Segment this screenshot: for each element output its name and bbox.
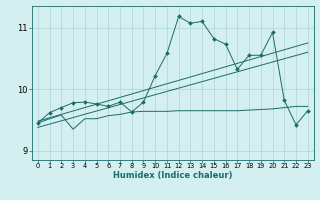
- X-axis label: Humidex (Indice chaleur): Humidex (Indice chaleur): [113, 171, 233, 180]
